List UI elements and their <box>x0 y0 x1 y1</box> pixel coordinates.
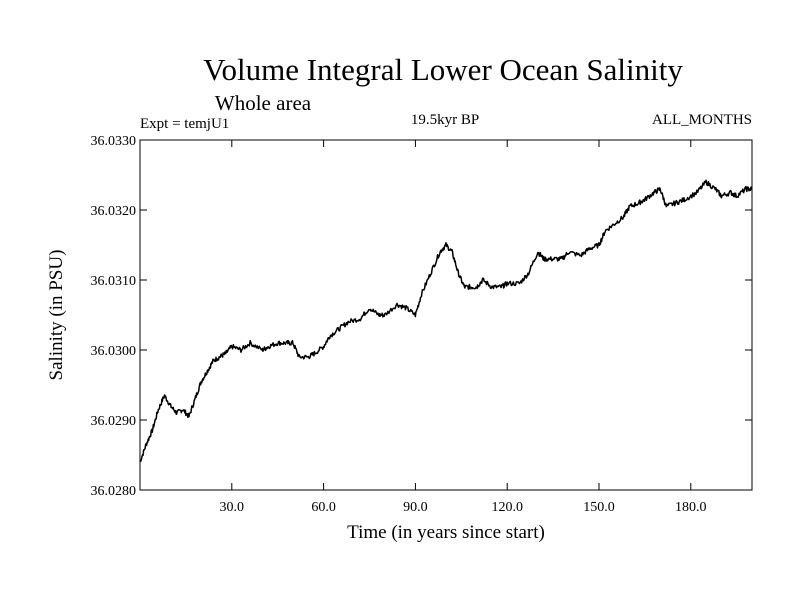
y-tick-label: 36.0290 <box>91 414 137 429</box>
x-tick-label: 150.0 <box>583 500 615 515</box>
x-tick-label: 60.0 <box>311 500 336 515</box>
plot-frame <box>139 139 753 491</box>
y-tick-label: 36.0310 <box>91 274 137 289</box>
x-tick-label: 120.0 <box>491 500 523 515</box>
annotation-left: Expt = temjU1 <box>140 116 229 132</box>
y-tick-label: 36.0280 <box>91 484 137 499</box>
x-axis: 30.0 60.0 90.0 120.0 150.0 180.0 <box>220 140 707 515</box>
annotation-right: ALL_MONTHS <box>652 112 752 128</box>
x-axis-label: Time (in years since start) <box>347 522 545 543</box>
x-tick-label: 180.0 <box>675 500 707 515</box>
x-tick-label: 90.0 <box>403 500 428 515</box>
y-tick-label: 36.0320 <box>91 204 137 219</box>
chart-subtitle: Whole area <box>215 91 312 115</box>
x-tick-label: 30.0 <box>220 500 245 515</box>
chart-title: Volume Integral Lower Ocean Salinity <box>203 52 683 87</box>
annotation-center: 19.5kyr BP <box>411 112 479 128</box>
y-axis: 36.0280 36.0290 36.0300 36.0310 36.0320 36.03… <box>91 134 752 499</box>
y-tick-label: 36.0300 <box>91 344 137 359</box>
salinity-series-line <box>139 179 753 463</box>
y-tick-label: 36.0330 <box>91 134 137 149</box>
y-axis-label: Salinity (in PSU) <box>46 250 67 381</box>
